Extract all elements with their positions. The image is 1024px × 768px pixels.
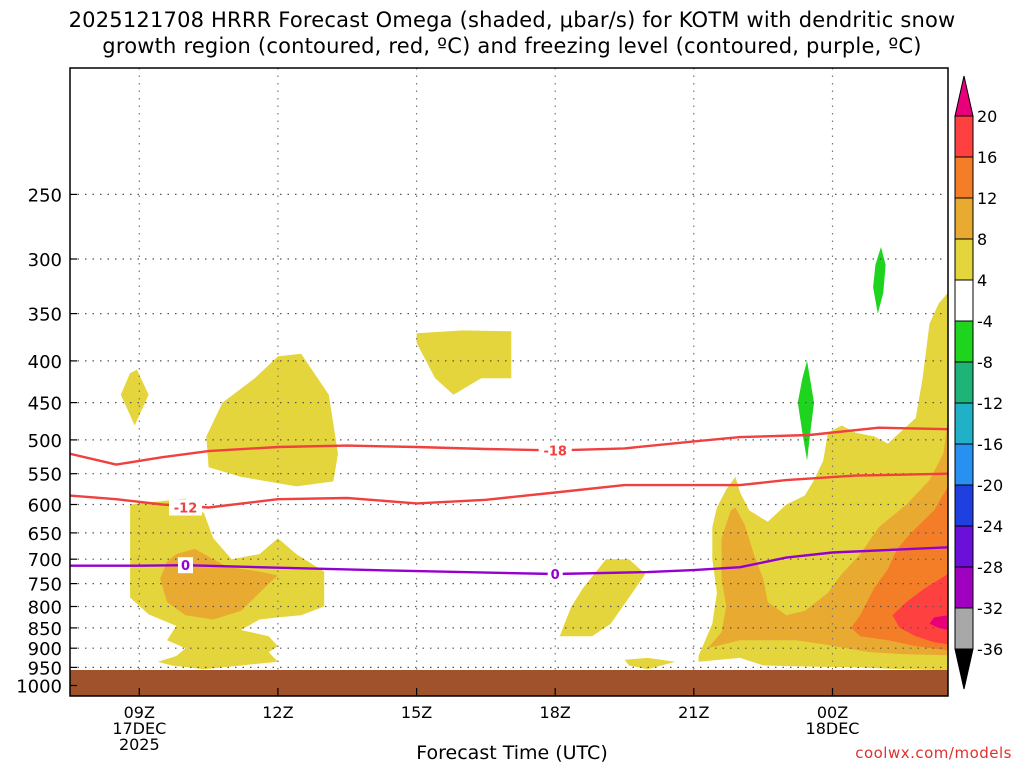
y-tick-label-250: 250 [28,185,62,206]
y-tick-label-350: 350 [28,305,62,326]
colorbar-label-2: 12 [977,189,997,208]
x-tick-label-9-2: 2025 [119,735,160,754]
y-tick-label-400: 400 [28,352,62,373]
omega-region-yellow-1 [206,353,338,487]
x-tick-label-9-0: 09Z [124,703,155,722]
colorbar-segment-1 [954,115,974,158]
chart-title-line-2: growth region (contoured, red, ºC) and f… [102,34,922,58]
dgz-minus12-label-bg-0 [169,499,202,516]
colorbar-bottom-arrow [954,648,974,690]
omega-region-magenta-11 [929,615,948,630]
colorbar-label-10: -24 [977,517,1003,536]
x-tick-label-15-0: 15Z [401,703,432,722]
ground-below-surface [70,670,948,696]
colorbar-top-arrow [954,75,974,117]
colorbar-label-9: -20 [977,476,1003,495]
colorbar-segment-5 [954,279,974,322]
x-tick-label-18-0: 18Z [540,703,571,722]
freezing-level-label-bg-0 [547,566,563,582]
colorbar-label-4: 4 [977,271,987,290]
colorbar-segment-9 [954,443,974,486]
freezing-level-label-0: 0 [551,568,560,583]
colorbar-label-1: 16 [977,148,997,167]
freezing-level-label-bg-1 [178,557,193,574]
y-tick-label-550: 550 [28,465,62,486]
colorbar-segment-12 [954,566,974,609]
y-tick-label-1000: 1000 [16,677,62,698]
x-tick-label-24-1: 18DEC [806,719,860,738]
colorbar-segment-3 [954,197,974,240]
freezing-level-label-1: 0 [181,559,190,574]
colorbar-segment-4 [954,238,974,281]
x-tick-label-21-0: 21Z [678,703,709,722]
colorbar-segment-7 [954,361,974,404]
x-tick-label-9-1: 17DEC [112,719,166,738]
colorbar-segment-10 [954,484,974,527]
y-tick-label-300: 300 [28,250,62,271]
x-axis-label: Forecast Time (UTC) [416,742,608,764]
x-tick-label-12-0: 12Z [262,703,293,722]
colorbar-label-13: -36 [977,640,1003,659]
colorbar-segment-2 [954,156,974,199]
x-tick-label-24-0: 00Z [817,703,848,722]
credit-link[interactable]: coolwx.com/models [855,744,1012,762]
y-tick-label-650: 650 [28,524,62,545]
omega-shading-layer [120,247,948,671]
y-tick-label-600: 600 [28,496,62,517]
omega-region-yellow-6 [624,657,676,670]
colorbar-label-12: -32 [977,599,1003,618]
omega-region-green-13 [873,247,886,314]
dgz-minus18-line [70,426,948,466]
y-tick-label-850: 850 [28,619,62,640]
y-tick-label-900: 900 [28,639,62,660]
colorbar-label-3: 8 [977,230,987,249]
colorbar-segment-11 [954,525,974,568]
omega-region-yellow-0 [120,369,149,426]
omega-region-red-10 [892,574,948,645]
colorbar-label-11: -28 [977,558,1003,577]
y-tick-label-700: 700 [28,550,62,571]
colorbar-label-0: 20 [977,107,997,126]
colorbar-label-5: -4 [977,312,993,331]
y-tick-label-800: 800 [28,598,62,619]
colorbar-label-8: -16 [977,435,1003,454]
colorbar-segment-13 [954,607,974,650]
dgz-minus12-label-0: -12 [174,502,198,517]
plot-frame [69,67,949,697]
colorbar-segment-6 [954,320,974,363]
dgz-minus18-label-0: -18 [543,444,567,459]
omega-region-yellow-2 [416,330,512,395]
contour-layer: -18 -12 0 0 [70,426,948,583]
omega-region-yellow-5 [559,559,646,637]
y-axis-ticks: 2503003504004505005506006507007508008509… [16,185,77,698]
colorbar-segment-8 [954,402,974,445]
dgz-minus18-label-bg-0 [538,442,572,459]
y-tick-label-750: 750 [28,575,62,596]
colorbar-label-6: -8 [977,353,993,372]
colorbar-label-7: -12 [977,394,1003,413]
colorbar: 20 16 12 8 4 -4 -8 -12 -16 -20 -24 -28 -32 -36 [954,75,1003,690]
omega-region-green-12 [797,360,814,461]
y-tick-label-500: 500 [28,431,62,452]
y-tick-label-950: 950 [28,658,62,679]
chart-title-line-1: 2025121708 HRRR Forecast Omega (shaded, … [68,8,956,32]
freezing-level-line [70,546,948,576]
y-tick-label-450: 450 [28,394,62,415]
